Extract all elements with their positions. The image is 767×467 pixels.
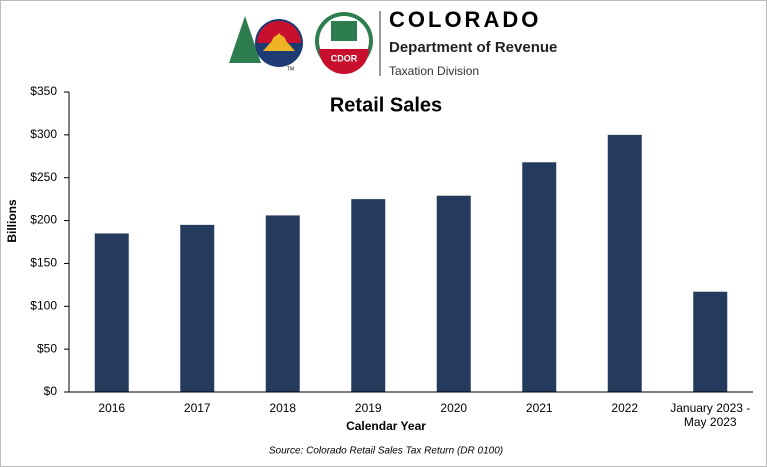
bar (94, 233, 129, 392)
x-tick-label: 2019 (354, 401, 382, 415)
bar (180, 224, 215, 392)
x-tick-label: 2017 (183, 401, 211, 415)
brand: COLORADO (389, 7, 541, 32)
x-tick-label: January 2023 - May 2023 (670, 401, 751, 429)
y-tick-label: $350 (30, 84, 57, 98)
bar (351, 199, 386, 392)
source: Source: Colorado Retail Sales Tax Return… (269, 446, 503, 457)
y-tick-label: $200 (30, 213, 57, 227)
x-tick-label: 2022 (611, 401, 639, 415)
y-tick-label: $0 (44, 384, 58, 398)
bar (522, 162, 557, 392)
bar (693, 291, 728, 392)
trademark: TM (287, 66, 294, 72)
department: Department of Revenue (389, 39, 557, 56)
chart-title: Retail Sales (330, 94, 442, 116)
bar (607, 134, 642, 392)
x-tick-label: 2020 (440, 401, 468, 415)
y-tick-label: $250 (30, 170, 57, 184)
y-tick-label: $50 (37, 341, 57, 355)
division: Taxation Division (389, 64, 479, 78)
bar (436, 195, 471, 392)
x-tick-label: 2016 (98, 401, 126, 415)
x-tick-label: 2021 (525, 401, 553, 415)
y-axis-label: Billions (5, 199, 19, 243)
y-tick-label: $150 (30, 256, 57, 270)
bar (265, 215, 300, 392)
y-tick-label: $300 (30, 127, 57, 141)
x-tick-label: 2018 (269, 401, 297, 415)
badge: CDOR (331, 53, 358, 63)
y-tick-label: $100 (30, 298, 57, 312)
logo (229, 11, 381, 76)
x-axis-label: Calendar Year (346, 419, 426, 433)
